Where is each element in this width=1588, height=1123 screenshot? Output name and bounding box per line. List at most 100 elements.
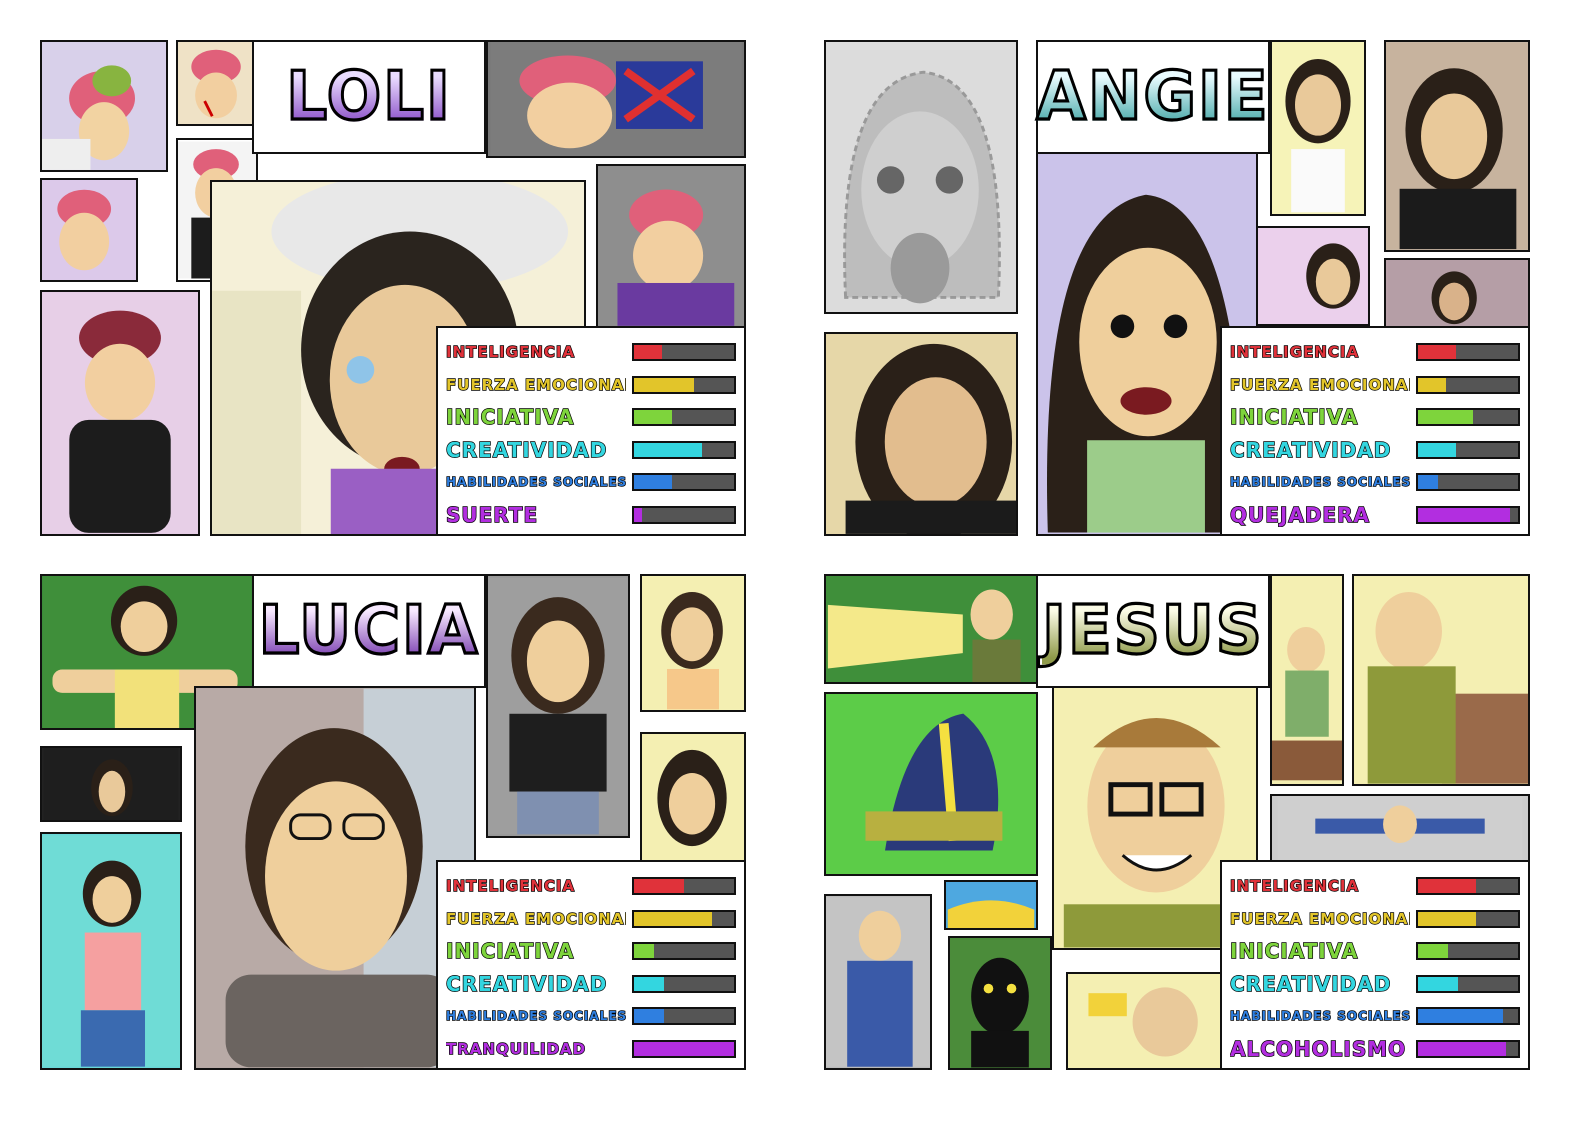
- stat-label: INICIATIVA: [1230, 405, 1359, 430]
- stat-row: HABILIDADES SOCIALES: [1230, 466, 1520, 499]
- stat-bar-fill: [1417, 345, 1456, 360]
- character-card-angie: ANGIE INTELIGENCIA FUERZA EMOCIONAL INICIA…: [824, 40, 1530, 536]
- stat-bar: [1415, 505, 1520, 524]
- stat-row: HABILIDADES SOCIALES: [1230, 1000, 1520, 1033]
- stat-row: FUERZA EMOCIONAL: [1230, 903, 1520, 936]
- comic-panel: [824, 332, 1018, 536]
- comic-panel: [486, 40, 746, 158]
- comic-panel: [194, 686, 476, 1070]
- stat-bar: [631, 974, 736, 993]
- comic-panel: [1352, 574, 1530, 786]
- stat-bar-fill: [633, 911, 712, 926]
- stat-bar: [1415, 343, 1520, 362]
- character-card-jesus: JESUS INTELIGENCIA FUERZA EMOCIONAL INICIA…: [824, 574, 1530, 1070]
- stat-label: SUERTE: [446, 502, 539, 527]
- comic-panel: [596, 164, 746, 328]
- comic-panel: [40, 290, 200, 536]
- comic-panel: [40, 832, 182, 1070]
- comic-panel: [1384, 40, 1530, 252]
- comic-panel: [40, 746, 182, 822]
- stat-row: ALCOHOLISMO: [1230, 1033, 1520, 1066]
- stats-panel: INTELIGENCIA FUERZA EMOCIONAL INICIATIVA CR…: [1220, 860, 1530, 1070]
- stat-label: CREATIVIDAD: [1230, 971, 1392, 996]
- stat-bar: [631, 877, 736, 896]
- stat-bar-fill: [633, 976, 664, 991]
- comic-panel: [1270, 40, 1366, 216]
- stat-label: CREATIVIDAD: [446, 437, 608, 462]
- stat-bar-fill: [1417, 1041, 1506, 1056]
- stat-bar-fill: [1417, 1009, 1503, 1024]
- stat-bar: [631, 942, 736, 961]
- stat-row: HABILIDADES SOCIALES: [446, 466, 736, 499]
- stat-label: TRANQUILIDAD: [446, 1039, 587, 1058]
- stat-label: CREATIVIDAD: [1230, 437, 1392, 462]
- stat-bar-fill: [633, 442, 702, 457]
- character-card-lucia: LUCIA INTELIGENCIA FUERZA EMOCIONAL INICIA…: [40, 574, 746, 1070]
- comic-panel: [1384, 258, 1530, 328]
- comic-panel: [824, 692, 1038, 876]
- comic-panel: [1066, 972, 1226, 1070]
- stat-row: CREATIVIDAD: [1230, 968, 1520, 1001]
- stat-label: CREATIVIDAD: [446, 971, 608, 996]
- stat-bar: [631, 505, 736, 524]
- character-name: ANGIE: [1035, 58, 1270, 136]
- stat-bar: [631, 473, 736, 492]
- stats-panel: INTELIGENCIA FUERZA EMOCIONAL INICIATIVA CR…: [1220, 326, 1530, 536]
- stats-panel: INTELIGENCIA FUERZA EMOCIONAL INICIATIVA CR…: [436, 860, 746, 1070]
- stats-panel: INTELIGENCIA FUERZA EMOCIONAL INICIATIVA CR…: [436, 326, 746, 536]
- comic-panel: [640, 574, 746, 712]
- comic-panel: [640, 732, 746, 862]
- stat-label: QUEJADERA: [1230, 502, 1370, 527]
- stat-bar-fill: [1417, 507, 1510, 522]
- comic-panel: [1270, 574, 1344, 786]
- stat-bar: [631, 909, 736, 928]
- comic-panel: [1036, 152, 1258, 536]
- stat-row: FUERZA EMOCIONAL: [1230, 369, 1520, 402]
- stat-row: INTELIGENCIA: [446, 870, 736, 903]
- stat-label: HABILIDADES SOCIALES: [1230, 1009, 1410, 1024]
- comic-panel: [1270, 794, 1530, 862]
- stat-row: CREATIVIDAD: [446, 968, 736, 1001]
- character-name: JESUS: [1041, 592, 1264, 670]
- comic-panel: [40, 40, 168, 172]
- comic-panel: [944, 880, 1038, 930]
- stat-bar-fill: [1417, 879, 1476, 894]
- comic-panel: [176, 40, 258, 126]
- stat-label: HABILIDADES SOCIALES: [446, 475, 626, 490]
- stat-label: FUERZA EMOCIONAL: [1230, 375, 1410, 394]
- stat-row: INICIATIVA: [1230, 401, 1520, 434]
- stat-label: INICIATIVA: [1230, 939, 1359, 964]
- stat-bar: [1415, 440, 1520, 459]
- stat-row: CREATIVIDAD: [1230, 434, 1520, 467]
- character-name: LUCIA: [257, 592, 480, 670]
- character-name: LOLI: [285, 58, 452, 136]
- stat-bar-fill: [633, 475, 672, 490]
- stat-bar: [1415, 375, 1520, 394]
- comic-panel: [948, 936, 1052, 1070]
- character-card-loli: LOLI INTELIGENCIA FUERZA EMOCIONAL INICIAT…: [40, 40, 746, 536]
- comic-panel: [1254, 226, 1370, 326]
- stat-label: INTELIGENCIA: [446, 343, 576, 362]
- stat-bar: [631, 375, 736, 394]
- stat-bar-fill: [633, 879, 684, 894]
- stat-bar: [1415, 1007, 1520, 1026]
- stat-row: QUEJADERA: [1230, 499, 1520, 532]
- stat-label: ALCOHOLISMO: [1230, 1036, 1407, 1061]
- stat-label: INICIATIVA: [446, 939, 575, 964]
- stat-row: INTELIGENCIA: [446, 336, 736, 369]
- stat-label: FUERZA EMOCIONAL: [446, 375, 626, 394]
- stat-row: CREATIVIDAD: [446, 434, 736, 467]
- comic-panel: [40, 178, 138, 282]
- stat-bar-fill: [633, 410, 672, 425]
- stat-bar: [1415, 974, 1520, 993]
- stat-bar: [631, 343, 736, 362]
- stat-row: FUERZA EMOCIONAL: [446, 903, 736, 936]
- character-name-box: LOLI: [252, 40, 486, 154]
- stat-bar-fill: [1417, 377, 1446, 392]
- stat-row: HABILIDADES SOCIALES: [446, 1000, 736, 1033]
- character-name-box: ANGIE: [1035, 40, 1270, 154]
- stat-bar-fill: [633, 944, 654, 959]
- stat-bar-fill: [633, 345, 662, 360]
- stat-label: INTELIGENCIA: [446, 877, 576, 896]
- stat-bar-fill: [633, 377, 694, 392]
